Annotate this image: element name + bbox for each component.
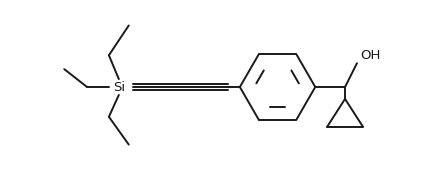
Text: OH: OH bbox=[361, 49, 381, 62]
Text: Si: Si bbox=[113, 80, 125, 93]
